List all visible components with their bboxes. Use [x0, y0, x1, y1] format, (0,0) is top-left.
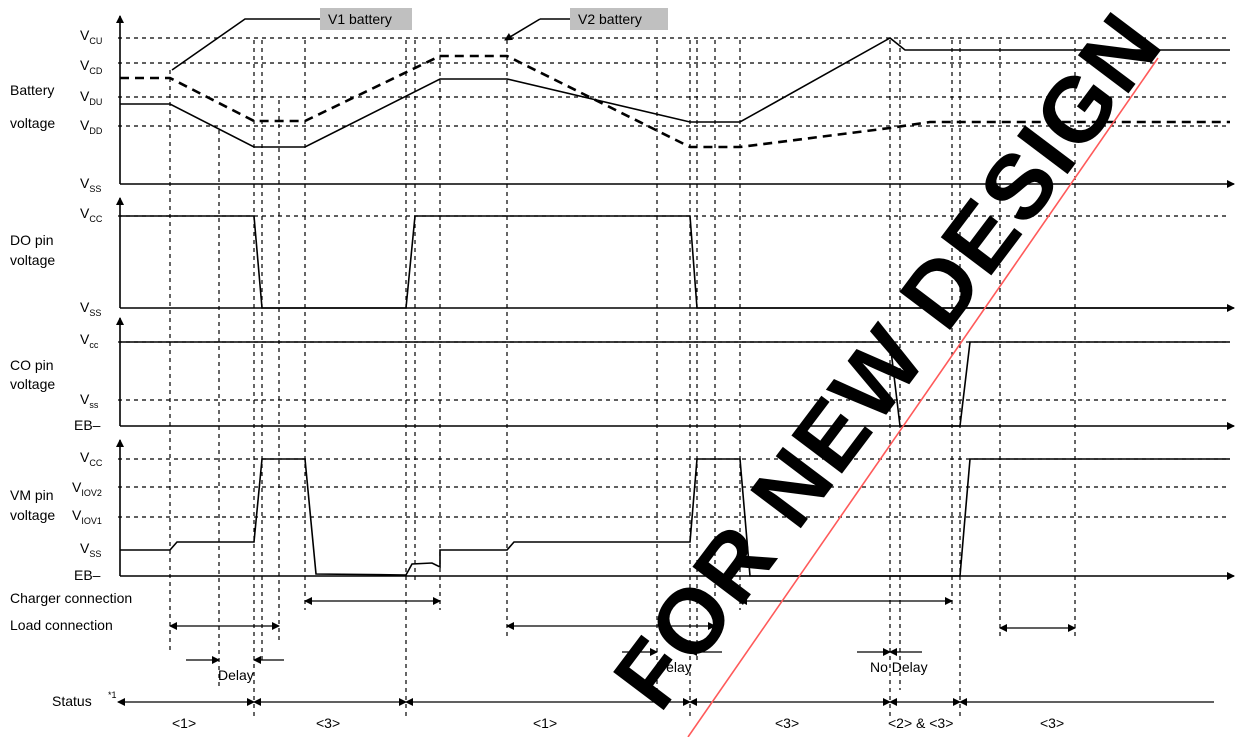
vm-label-line2: voltage	[10, 507, 55, 523]
v2-callout-leader	[504, 18, 541, 41]
do-level-vcc: VCC	[80, 205, 103, 224]
vm-pin-section: VM pin voltage VCC VIOV2 VIOV1 VSS EB–	[10, 439, 1235, 583]
status-value-2: <3>	[316, 715, 340, 731]
v2-battery-trace	[120, 54, 1230, 149]
delay2-label: Delay	[656, 659, 692, 675]
battery-level-vcu: VCU	[80, 27, 102, 46]
co-label-line2: voltage	[10, 376, 55, 392]
v1-callout-box	[320, 8, 412, 30]
vm-level-vcc: VCC	[80, 449, 103, 468]
co-pin-trace	[120, 341, 1230, 427]
status-value-3: <1>	[533, 715, 557, 731]
charger-connection-label: Charger connection	[10, 590, 132, 606]
battery-level-vcd: VCD	[80, 57, 103, 76]
vm-level-viov1: VIOV1	[72, 507, 102, 526]
status-value-5: <2> & <3>	[888, 715, 953, 731]
watermark-underline	[687, 57, 1159, 737]
v2-callout-label: V2 battery	[578, 11, 642, 27]
do-level-vss: VSS	[80, 299, 101, 318]
connection-rows: Charger connection Load connection Delay…	[10, 590, 1076, 683]
status-footnote: *1	[108, 690, 117, 700]
status-value-4: <3>	[775, 715, 799, 731]
battery-label-line2: voltage	[10, 115, 55, 131]
do-pin-section: DO pin voltage VCC VSS	[10, 197, 1235, 318]
vm-level-viov2: VIOV2	[72, 479, 102, 498]
battery-label-line1: Battery	[10, 82, 54, 98]
vm-label-line1: VM pin	[10, 487, 54, 503]
vm-level-eb: EB–	[74, 567, 101, 583]
do-pin-trace	[120, 215, 1230, 309]
co-pin-section: CO pin voltage Vcc Vss EB–	[10, 317, 1235, 433]
co-level-vcc: Vcc	[80, 331, 99, 350]
v2-callout-box	[570, 8, 668, 30]
v1-callout-label: V1 battery	[328, 11, 392, 27]
v1-callout-leader	[171, 18, 320, 71]
vm-pin-trace	[120, 458, 1230, 577]
battery-level-vdd: VDD	[80, 117, 103, 136]
battery-level-vss: VSS	[80, 175, 101, 194]
co-level-vss: Vss	[80, 391, 99, 410]
battery-voltage-section: Battery voltage VCU VCD VDU VDD VSS V1 b…	[10, 8, 1235, 194]
co-label-line1: CO pin	[10, 357, 54, 373]
time-markers	[169, 40, 1076, 720]
do-label-line1: DO pin	[10, 232, 54, 248]
load-connection-label: Load connection	[10, 617, 113, 633]
delay1-label: Delay	[218, 667, 254, 683]
status-value-6: <3>	[1040, 715, 1064, 731]
battery-level-vdu: VDU	[80, 88, 102, 107]
watermark: FOR NEW DESIGN	[595, 0, 1182, 737]
status-row: Status *1 <1> <3> <1> <3> <2> & <3> <3>	[52, 690, 1214, 731]
vm-level-vss: VSS	[80, 540, 101, 559]
v1-battery-trace	[120, 37, 1230, 148]
status-label: Status	[52, 693, 92, 709]
do-label-line2: voltage	[10, 252, 55, 268]
co-level-eb: EB–	[74, 417, 101, 433]
watermark-text: FOR NEW DESIGN	[595, 0, 1182, 727]
nodelay-label: No Delay	[870, 659, 928, 675]
status-value-1: <1>	[172, 715, 196, 731]
